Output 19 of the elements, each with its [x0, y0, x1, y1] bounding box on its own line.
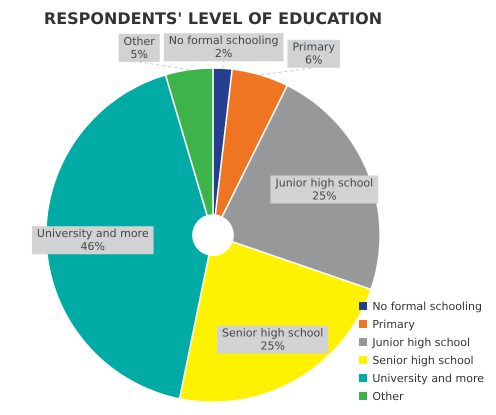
data-label: 25%	[260, 339, 285, 352]
data-label: 25%	[312, 189, 337, 202]
slice-label: Primary	[292, 40, 336, 54]
legend-label: No formal schooling	[372, 300, 482, 312]
data-label: 6%	[304, 54, 322, 67]
legend-label: Senior high school	[372, 354, 474, 366]
slice-label: Senior high school	[222, 326, 324, 340]
legend-label: Other	[372, 390, 404, 402]
slice-label: No formal schooling	[168, 34, 278, 48]
chart-title: RESPONDENTS' LEVEL OF EDUCATION	[44, 8, 382, 28]
data-label: 5%	[130, 48, 148, 61]
data-label: 2%	[214, 47, 232, 60]
data-label: 46%	[80, 240, 105, 254]
slice-label: Other	[124, 34, 156, 48]
slice-label: Junior high school	[274, 176, 374, 190]
slice-label: University and more	[36, 227, 149, 240]
legend-label: Primary	[372, 318, 415, 330]
legend-label: Junior high school	[372, 336, 470, 348]
legend-label: University and more	[372, 372, 484, 384]
